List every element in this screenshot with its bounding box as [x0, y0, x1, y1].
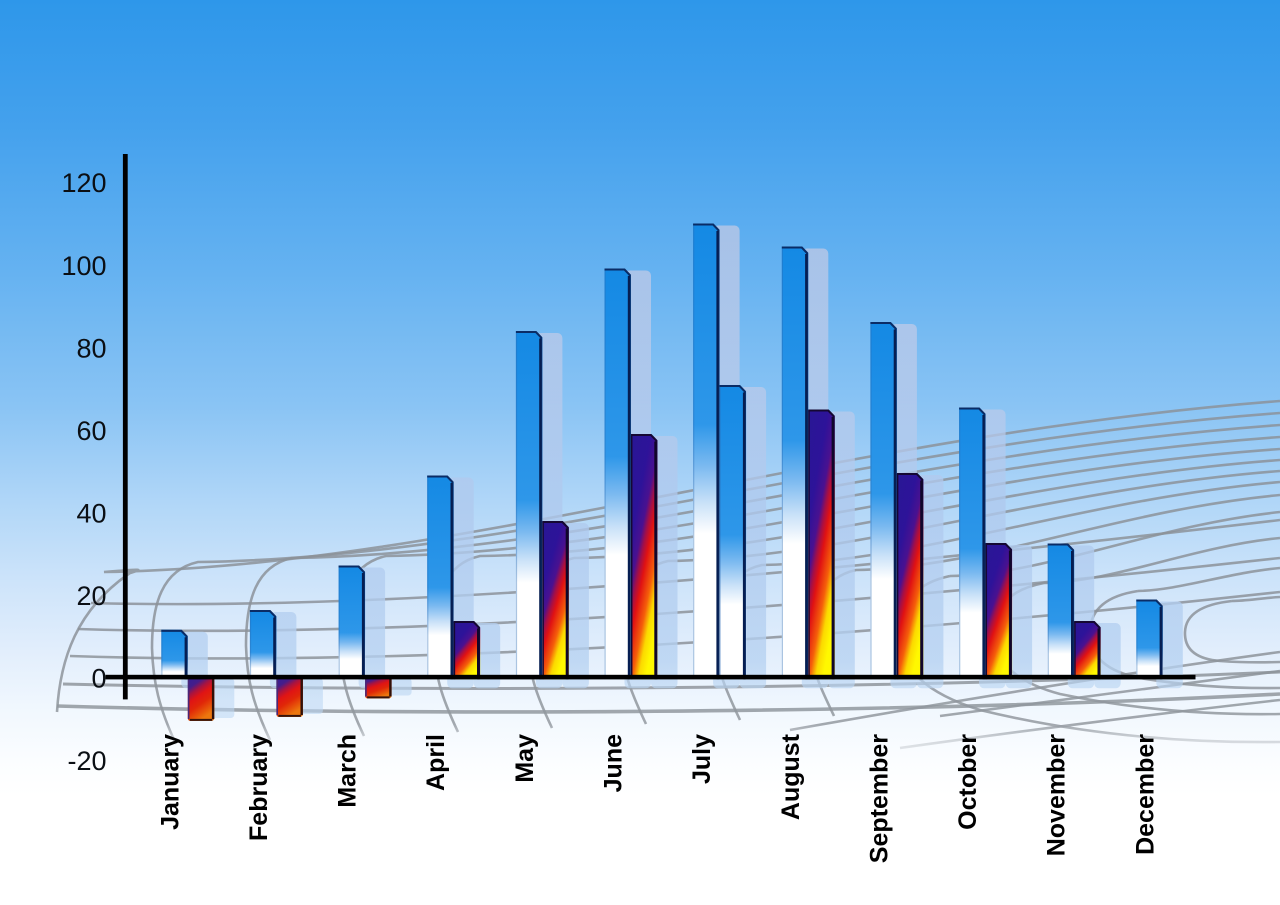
svg-text:0: 0: [91, 664, 106, 694]
svg-text:June: June: [600, 734, 628, 792]
svg-text:December: December: [1131, 734, 1159, 855]
svg-text:80: 80: [76, 333, 106, 363]
svg-text:January: January: [156, 734, 184, 830]
svg-text:November: November: [1043, 734, 1071, 857]
svg-text:September: September: [865, 734, 893, 863]
svg-text:July: July: [688, 734, 716, 784]
svg-text:120: 120: [61, 168, 106, 198]
svg-text:20: 20: [76, 581, 106, 611]
svg-text:August: August: [777, 733, 805, 820]
svg-text:October: October: [954, 734, 982, 830]
svg-text:100: 100: [61, 251, 106, 281]
svg-text:40: 40: [76, 498, 106, 528]
svg-text:February: February: [245, 734, 273, 841]
svg-text:-20: -20: [67, 746, 106, 776]
svg-text:April: April: [422, 734, 450, 791]
svg-text:60: 60: [76, 416, 106, 446]
svg-text:March: March: [334, 734, 362, 808]
svg-text:May: May: [511, 734, 539, 783]
